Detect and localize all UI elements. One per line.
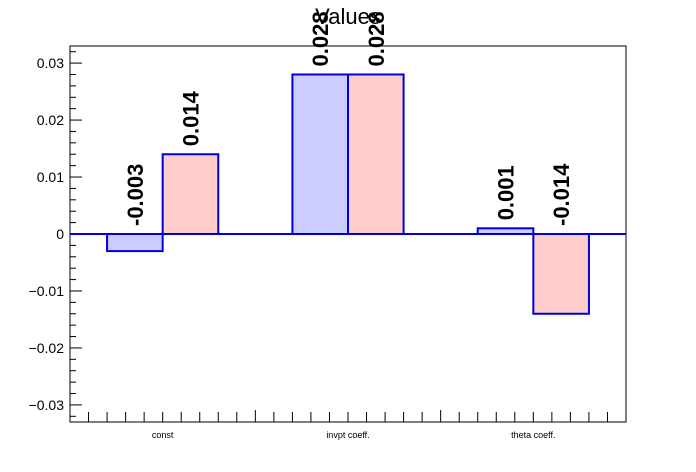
bar: [347, 73, 405, 235]
x-category-label: invpt coeff.: [326, 430, 369, 440]
bar: [532, 233, 590, 315]
bar: [161, 153, 220, 236]
bar: [291, 73, 349, 235]
data-label: 0.028: [308, 11, 333, 66]
x-category-label: theta coeff.: [511, 430, 555, 440]
data-label: 0.014: [178, 90, 203, 146]
data-labels: -0.003 0.028 0.001 0.014 0.028 -0.014: [123, 11, 574, 226]
x-category-label: const: [152, 430, 174, 440]
data-label: 0.001: [494, 165, 519, 220]
bar: [106, 233, 164, 253]
bars: [106, 73, 590, 315]
y-tick-label: 0.02: [37, 112, 64, 128]
bar: [476, 227, 535, 235]
y-tick-label: 0: [56, 226, 64, 242]
y-tick-label: −0.03: [29, 397, 65, 413]
data-label: -0.003: [123, 164, 148, 226]
data-label: 0.028: [364, 11, 389, 66]
data-label: -0.014: [549, 163, 574, 226]
y-tick-label: 0.03: [37, 55, 64, 71]
y-tick-label: −0.01: [29, 283, 65, 299]
y-tick-label: −0.02: [29, 340, 65, 356]
y-tick-label: 0.01: [37, 169, 64, 185]
chart-title: Values: [315, 4, 381, 29]
